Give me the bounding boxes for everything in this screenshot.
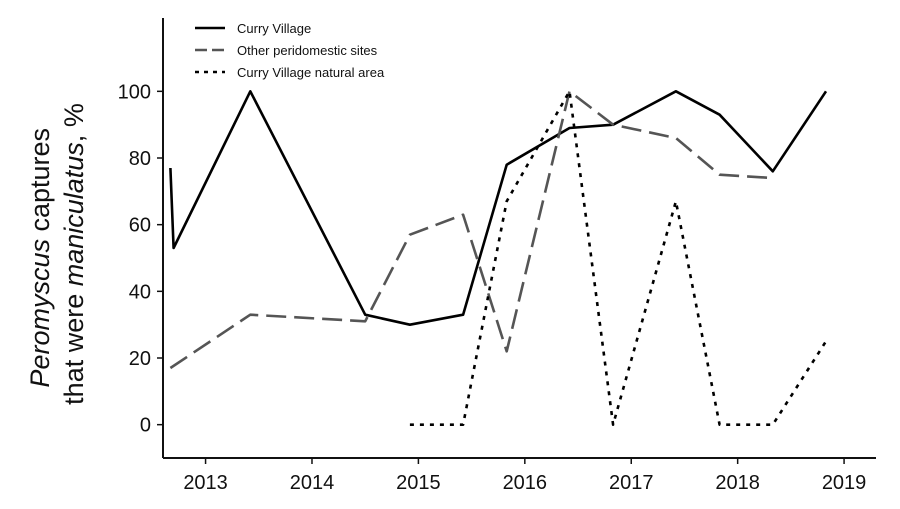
y-tick-label: 80 [129,148,151,170]
x-tick-label: 2017 [609,472,654,494]
x-tick-label: 2013 [183,472,228,494]
legend-label-3: Curry Village natural area [237,65,385,80]
y-axis-label: Peromyscus captures that were maniculatu… [25,103,89,405]
series-line-3 [409,90,828,426]
y-tick-label: 60 [129,215,151,237]
legend-label-1: Curry Village [237,21,311,36]
y-tick-label: 0 [140,415,151,437]
x-tick-label: 2014 [290,472,335,494]
x-tick-label: 2019 [822,472,867,494]
legend-label-2: Other peridomestic sites [237,43,378,58]
series-line-2 [169,90,773,370]
series-line-1 [169,90,828,326]
y-axis-label-start-2: that were [59,286,89,405]
y-tick-label: 20 [129,348,151,370]
y-axis-label-italic-2: maniculatus [59,142,89,286]
y-tick-label: 100 [118,81,151,103]
y-axis-label-end-2: , % [59,103,89,142]
y-axis-label-rest-1: captures [25,128,55,239]
x-tick-label: 2015 [396,472,441,494]
plot-area: 0 20 40 60 80 100 2013 2014 2015 2016 2017 2018 2019 [118,18,876,494]
y-axis-label-italic-1: Peromyscus [25,239,55,388]
y-tick-label: 40 [129,281,151,303]
x-tick-label: 2016 [503,472,548,494]
legend: Curry Village Other peridomestic sites Cur… [195,21,385,80]
x-tick-label: 2018 [715,472,760,494]
